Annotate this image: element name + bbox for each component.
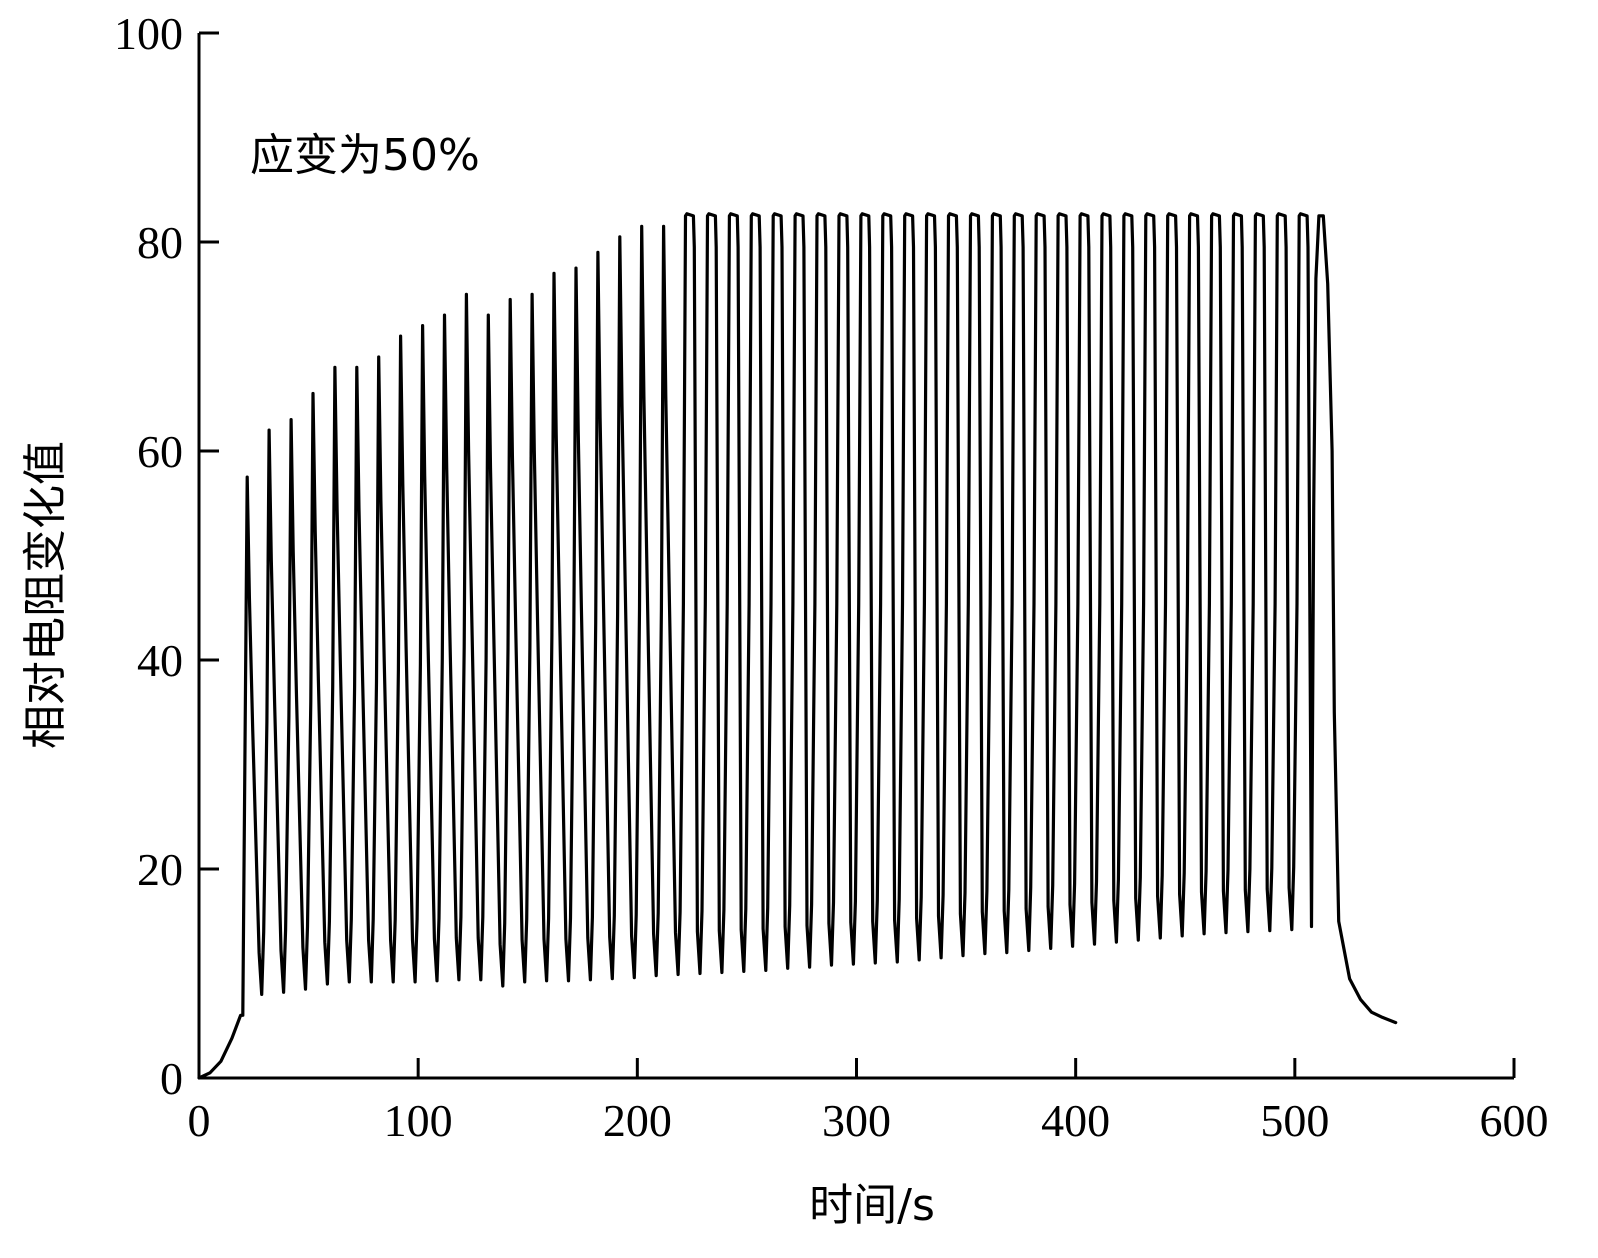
y-tick-label-80: 80 — [137, 217, 183, 268]
x-tick-label-500: 500 — [1260, 1095, 1329, 1146]
y-tick-label-0: 0 — [160, 1053, 183, 1104]
y-tick-label-40: 40 — [137, 635, 183, 686]
x-tick-label-100: 100 — [384, 1095, 453, 1146]
x-tick-label-600: 600 — [1480, 1095, 1549, 1146]
x-tick-label-0: 0 — [188, 1095, 211, 1146]
x-tick-label-300: 300 — [822, 1095, 891, 1146]
strain-annotation: 应变为50% — [250, 130, 480, 181]
x-tick-label-400: 400 — [1041, 1095, 1110, 1146]
y-axis-title: 相对电阻变化值 — [20, 441, 71, 749]
y-tick-label-20: 20 — [137, 844, 183, 895]
x-axis-title: 时间/s — [809, 1180, 935, 1231]
x-ticks: 0 100 200 300 400 500 600 — [188, 1058, 1549, 1146]
y-ticks: 0 20 40 60 80 100 — [114, 8, 219, 1104]
y-tick-label-60: 60 — [137, 426, 183, 477]
series-line-0 — [197, 212, 1398, 1080]
y-tick-label-100: 100 — [114, 8, 183, 59]
x-tick-label-200: 200 — [603, 1095, 672, 1146]
series-layer — [197, 212, 1398, 1080]
